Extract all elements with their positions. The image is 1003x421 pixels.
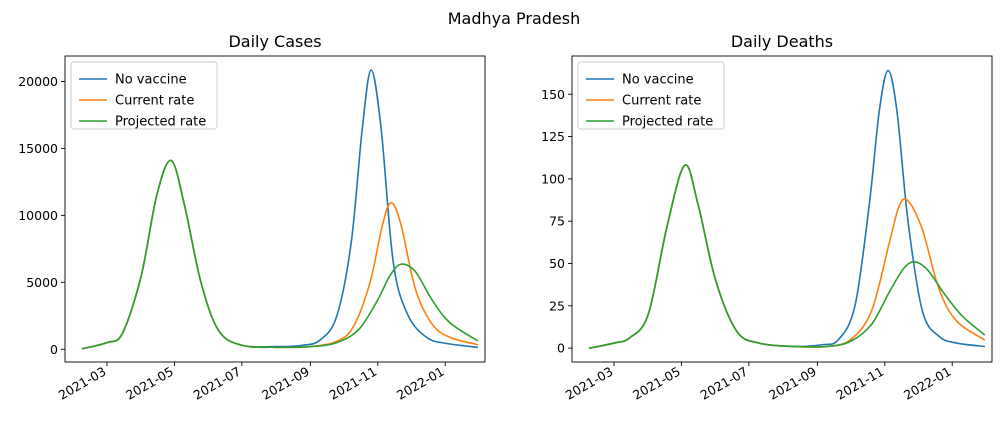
axes-frame [64, 55, 486, 363]
legend-label: Current rate [115, 94, 194, 109]
y-tick-label: 75 [549, 214, 565, 229]
y-tick-label: 5000 [26, 275, 58, 290]
figure-title: Madhya Pradesh [448, 9, 581, 28]
legend-label: No vaccine [115, 73, 187, 88]
y-tick-label: 150 [541, 87, 565, 102]
legend: No vaccine Current rate Projected rate [70, 61, 218, 130]
chart-title: Daily Cases [228, 32, 321, 51]
legend-box [577, 61, 725, 130]
legend-label: Current rate [622, 94, 701, 109]
y-tick-label: 100 [541, 171, 565, 186]
y-tick-label: 50 [549, 256, 565, 271]
y-tick-label: 15000 [18, 141, 58, 156]
y-tick-label: 125 [541, 129, 565, 144]
y-tick-label: 20000 [18, 74, 58, 89]
legend-label: No vaccine [622, 73, 694, 88]
legend-label: Projected rate [622, 115, 713, 130]
legend: No vaccine Current rate Projected rate [577, 61, 725, 130]
chart-title: Daily Deaths [731, 32, 833, 51]
legend-box [70, 61, 218, 130]
y-tick-label: 0 [50, 342, 58, 357]
axes-frame [571, 55, 993, 363]
y-tick-label: 25 [549, 298, 565, 313]
series-line-projected-rate [588, 164, 986, 349]
series-line-projected-rate [81, 159, 479, 350]
legend-label: Projected rate [115, 115, 206, 130]
y-tick-label: 0 [557, 341, 565, 356]
y-tick-label: 10000 [18, 208, 58, 223]
